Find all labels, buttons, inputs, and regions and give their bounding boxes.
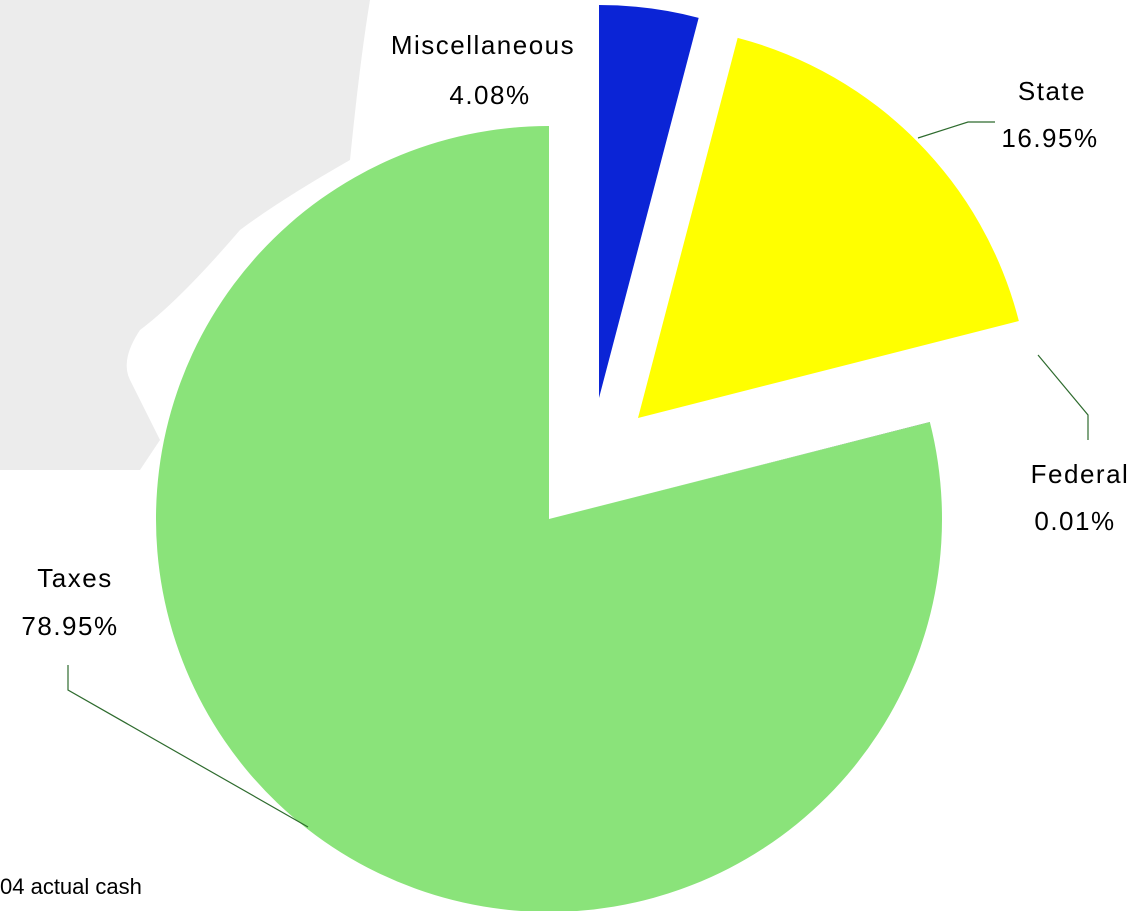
pie-slice	[599, 5, 699, 398]
pie-slice	[156, 126, 942, 911]
value-label: 4.08%	[449, 80, 530, 110]
slice-label: Miscellaneous	[391, 30, 575, 60]
value-label: 78.95%	[21, 611, 118, 641]
slice-label: State	[1018, 76, 1086, 106]
leader-line	[67, 665, 309, 828]
value-label: 16.95%	[1001, 123, 1098, 153]
slice-label: Taxes	[37, 563, 112, 593]
background-silhouette	[0, 0, 370, 470]
pie-slice	[549, 422, 930, 519]
pie-slice	[638, 37, 1019, 418]
slices	[156, 5, 1019, 911]
note: 04 actual cash	[0, 874, 142, 899]
leaders	[67, 121, 1089, 828]
value-label: 0.01%	[1034, 506, 1115, 536]
slice-label: Federal	[1031, 459, 1130, 489]
labels: Miscellaneous 4.08% State 16.95% Federal 0.01…	[21, 30, 1130, 641]
leader-line	[1037, 354, 1089, 440]
leader-line	[917, 121, 995, 139]
